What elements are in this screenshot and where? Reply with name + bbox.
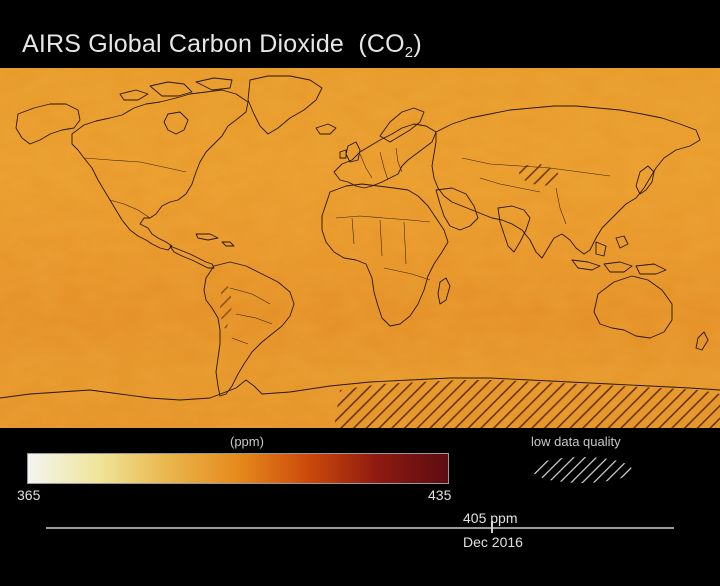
- arabia-outline: [435, 187, 479, 231]
- indonesia-outline: [571, 235, 667, 275]
- us-mexico-border: [109, 199, 151, 219]
- new-zealand-outline: [695, 331, 709, 351]
- current-date-readout: Dec 2016: [463, 534, 523, 550]
- europe-outline: [333, 123, 437, 189]
- scandinavia-outline: [379, 107, 425, 143]
- madagascar-outline: [437, 277, 451, 305]
- south-america-outline: [203, 261, 295, 397]
- map-title: AIRS Global Carbon Dioxide (CO2): [22, 30, 422, 61]
- colorbar: [27, 453, 449, 484]
- greenland-outline: [247, 75, 323, 135]
- central-america-outline: [169, 245, 215, 269]
- us-canada-border: [83, 157, 187, 173]
- antarctica-outline: [0, 377, 720, 401]
- hatch-andes: [220, 282, 232, 330]
- colorbar-unit: (ppm): [230, 434, 264, 449]
- australia-outline: [593, 275, 673, 339]
- timeline-track: [46, 527, 674, 529]
- hatch-antarctica: [334, 380, 720, 428]
- low-data-quality-swatch: [532, 457, 632, 483]
- india-outline: [497, 205, 531, 253]
- south-america-borders: [229, 287, 273, 345]
- co2-formula: (CO2): [358, 30, 422, 61]
- co2-field-texture: [0, 68, 720, 428]
- low-data-quality-areas: [220, 164, 720, 428]
- iceland-outline: [315, 123, 337, 135]
- japan-outline: [635, 165, 655, 195]
- caribbean-outline: [195, 233, 235, 247]
- current-value-readout: 405 ppm: [463, 510, 518, 526]
- map-title-text: AIRS Global Carbon Dioxide: [22, 30, 345, 58]
- low-data-quality-label: low data quality: [531, 434, 621, 449]
- colorbar-min-label: 365: [17, 487, 41, 503]
- africa-borders: [335, 215, 431, 281]
- colorbar-max-label: 435: [428, 487, 452, 503]
- africa-outline: [321, 183, 449, 327]
- british-isles-outline: [339, 141, 361, 163]
- country-borders: [83, 147, 611, 345]
- north-america-outline: [71, 89, 249, 251]
- arctic-islands-outline: [119, 77, 233, 101]
- world-map-svg: [0, 68, 720, 428]
- hudson-bay-outline: [163, 111, 189, 135]
- land-outlines: [0, 75, 720, 401]
- world-map: [0, 68, 720, 428]
- timeline-marker[interactable]: [491, 521, 493, 533]
- hatch-tibet: [518, 164, 562, 186]
- europe-borders: [359, 147, 403, 181]
- asia-outline: [431, 105, 701, 259]
- alaska-outline: [15, 103, 81, 145]
